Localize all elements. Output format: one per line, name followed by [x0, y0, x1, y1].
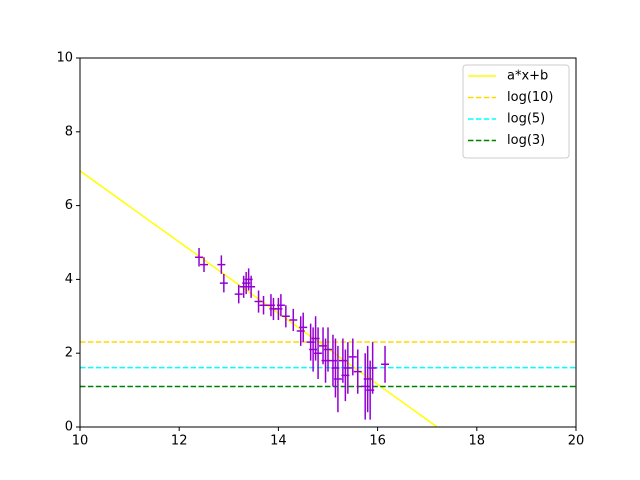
y-tick-label: 4	[65, 272, 73, 287]
error-bar-point	[281, 305, 290, 328]
error-bar-point	[299, 312, 308, 343]
x-tick-label: 16	[369, 434, 386, 449]
x-tick-label: 14	[270, 434, 287, 449]
error-bar-point	[254, 290, 263, 313]
error-bar-point	[217, 255, 226, 274]
error-bar-point	[381, 345, 390, 383]
legend-label: a*x+b	[507, 69, 548, 84]
y-tick-label: 8	[65, 124, 73, 139]
plot-area	[80, 170, 576, 427]
x-tick-label: 10	[72, 434, 89, 449]
error-bar-point	[234, 284, 243, 304]
error-bar-point	[195, 248, 204, 267]
error-bar-point	[259, 296, 268, 315]
error-bar-point	[348, 338, 357, 376]
legend-box	[462, 64, 570, 159]
y-tick-label: 10	[56, 51, 73, 66]
error-bar-point	[324, 327, 332, 372]
error-bar-point	[353, 349, 362, 394]
error-bar-point	[289, 308, 298, 332]
y-tick-label: 2	[65, 346, 73, 361]
error-bar-point	[343, 342, 352, 394]
error-bar-point	[368, 342, 377, 394]
axes-frame	[79, 57, 577, 428]
error-bar-point	[314, 327, 323, 380]
x-tick-label: 20	[568, 434, 585, 449]
error-bar-point	[200, 257, 208, 273]
legend-label: log(5)	[507, 112, 545, 127]
x-tick-label: 12	[171, 434, 188, 449]
error-bar-point	[276, 294, 285, 317]
legend-label: log(3)	[507, 133, 545, 148]
y-tick-label: 6	[65, 198, 73, 213]
error-bar-point	[219, 273, 228, 293]
legend: a*x+b log(10) log(5) log(3)	[462, 64, 570, 159]
error-bar-point	[333, 345, 342, 413]
y-tick-label: 0	[65, 420, 73, 435]
error-bar-point	[247, 275, 256, 298]
legend-label: log(10)	[507, 90, 554, 105]
x-tick-label: 18	[469, 434, 486, 449]
